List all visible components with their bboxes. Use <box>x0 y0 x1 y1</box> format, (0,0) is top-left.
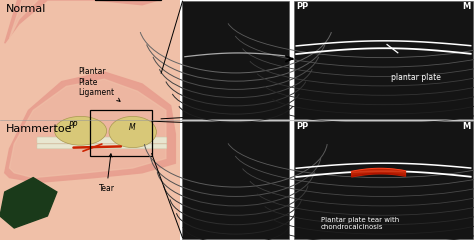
Text: M: M <box>463 122 471 132</box>
Polygon shape <box>5 72 175 182</box>
Text: plantar plate: plantar plate <box>391 73 440 82</box>
Text: Normal: Normal <box>6 4 46 14</box>
Text: M: M <box>128 123 135 132</box>
FancyBboxPatch shape <box>37 137 167 143</box>
Text: PP: PP <box>69 121 78 131</box>
Bar <box>90 110 152 156</box>
Text: Plantar plate tear with
chondrocalcinosis: Plantar plate tear with chondrocalcinosi… <box>321 217 399 230</box>
Polygon shape <box>0 178 57 228</box>
Ellipse shape <box>109 116 156 148</box>
Text: Plantar
Plate
Ligament: Plantar Plate Ligament <box>78 67 120 101</box>
Ellipse shape <box>55 116 107 145</box>
Text: M: M <box>463 2 471 11</box>
Bar <box>182 121 289 239</box>
Text: PP: PP <box>296 122 309 132</box>
FancyBboxPatch shape <box>37 144 167 149</box>
Text: Tear: Tear <box>99 154 115 192</box>
FancyBboxPatch shape <box>0 120 180 240</box>
Text: PP: PP <box>296 2 309 11</box>
Polygon shape <box>9 0 166 38</box>
Bar <box>182 1 289 119</box>
Bar <box>294 121 473 239</box>
Polygon shape <box>5 0 175 43</box>
FancyBboxPatch shape <box>0 0 180 120</box>
Bar <box>294 1 473 119</box>
Text: Hammertoe: Hammertoe <box>6 124 72 134</box>
Polygon shape <box>9 79 166 178</box>
